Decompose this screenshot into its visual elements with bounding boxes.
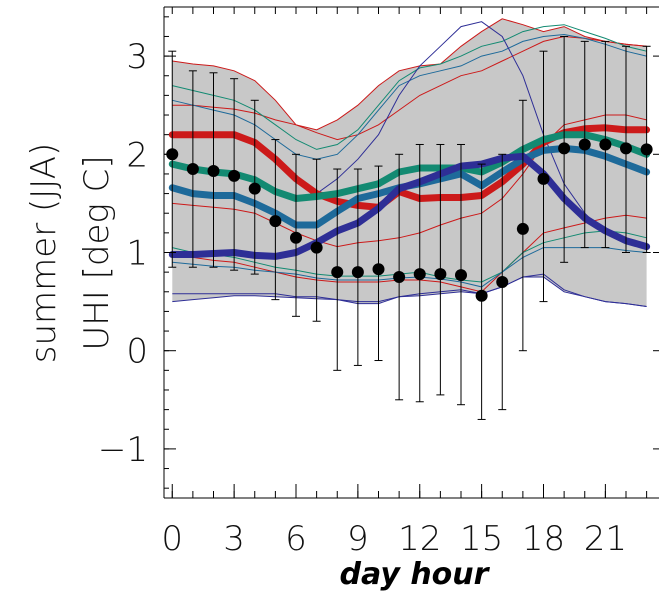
x-tick-label: 9: [347, 519, 369, 559]
data-point-18: [537, 172, 550, 185]
data-point-19: [558, 142, 571, 155]
envelope-lower-line: [172, 276, 647, 307]
data-point-14: [455, 269, 467, 282]
data-point-15: [475, 289, 488, 302]
y-tick-label: −1: [98, 430, 148, 470]
y-axis-label-line1: summer (JJA): [24, 143, 64, 363]
y-tick-label: 1: [126, 234, 148, 274]
x-tick-label: 3: [223, 519, 245, 559]
range-envelope: [172, 18, 647, 307]
data-point-2: [207, 164, 220, 177]
series-line-1: [168, 131, 651, 202]
data-point-16: [496, 275, 509, 288]
data-point-10: [372, 263, 385, 276]
x-tick-label: 18: [522, 519, 565, 559]
x-tick-label: 6: [285, 519, 307, 559]
x-tick-label: 15: [460, 519, 503, 559]
data-point-1: [186, 163, 199, 176]
plot-area: [166, 18, 653, 420]
x-axis-label: day hour: [340, 557, 491, 592]
y-tick-label: 3: [126, 37, 148, 77]
data-point-5: [269, 215, 282, 228]
y-tick-label: 0: [126, 332, 148, 372]
data-point-11: [393, 271, 406, 284]
data-point-3: [228, 169, 241, 182]
thin-series-line-0: [172, 114, 647, 248]
series-line-3: [168, 152, 651, 260]
thin-series-line-1: [172, 214, 647, 293]
thin-series-line-3: [172, 24, 647, 150]
data-point-6: [290, 231, 302, 244]
data-point-4: [248, 182, 261, 195]
x-tick-label: 0: [161, 519, 183, 559]
x-tick-label: 21: [584, 519, 627, 559]
data-point-7: [310, 241, 323, 254]
data-point-8: [331, 266, 344, 279]
data-point-20: [578, 138, 591, 151]
axis-labels: summer (JJA) UHI [deg C] day hour: [24, 143, 491, 592]
data-point-9: [351, 266, 364, 279]
data-point-13: [434, 268, 447, 281]
y-axis-label-line2: UHI [deg C]: [77, 155, 117, 350]
envelope-upper-line: [172, 18, 647, 131]
thin-series-line-4: [172, 230, 647, 283]
data-point-12: [413, 268, 426, 281]
plot-content: [166, 18, 653, 420]
data-point-21: [599, 138, 612, 151]
thin-series-line-6: [172, 247, 647, 288]
data-point-23: [640, 143, 653, 156]
data-point-22: [620, 142, 632, 155]
y-tick-label: 2: [126, 135, 148, 175]
x-tick-label: 12: [398, 519, 441, 559]
data-point-17: [516, 222, 529, 235]
thin-series-line-8: [172, 273, 647, 307]
